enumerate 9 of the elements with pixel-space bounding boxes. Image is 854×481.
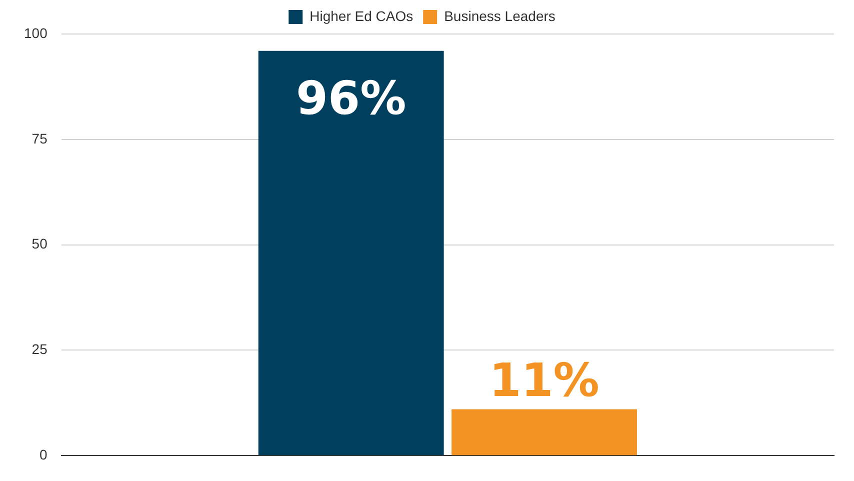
data-label: 96% — [296, 70, 406, 125]
y-tick-label: 25 — [32, 341, 48, 358]
y-tick-label: 50 — [32, 236, 48, 252]
legend-label: Business Leaders — [444, 8, 556, 24]
y-tick-label: 0 — [40, 446, 48, 462]
data-label: 11% — [489, 353, 600, 408]
y-tick-label: 75 — [32, 130, 48, 146]
y-tick-label: 100 — [24, 24, 48, 41]
legend-label: Higher Ed CAOs — [310, 8, 414, 24]
